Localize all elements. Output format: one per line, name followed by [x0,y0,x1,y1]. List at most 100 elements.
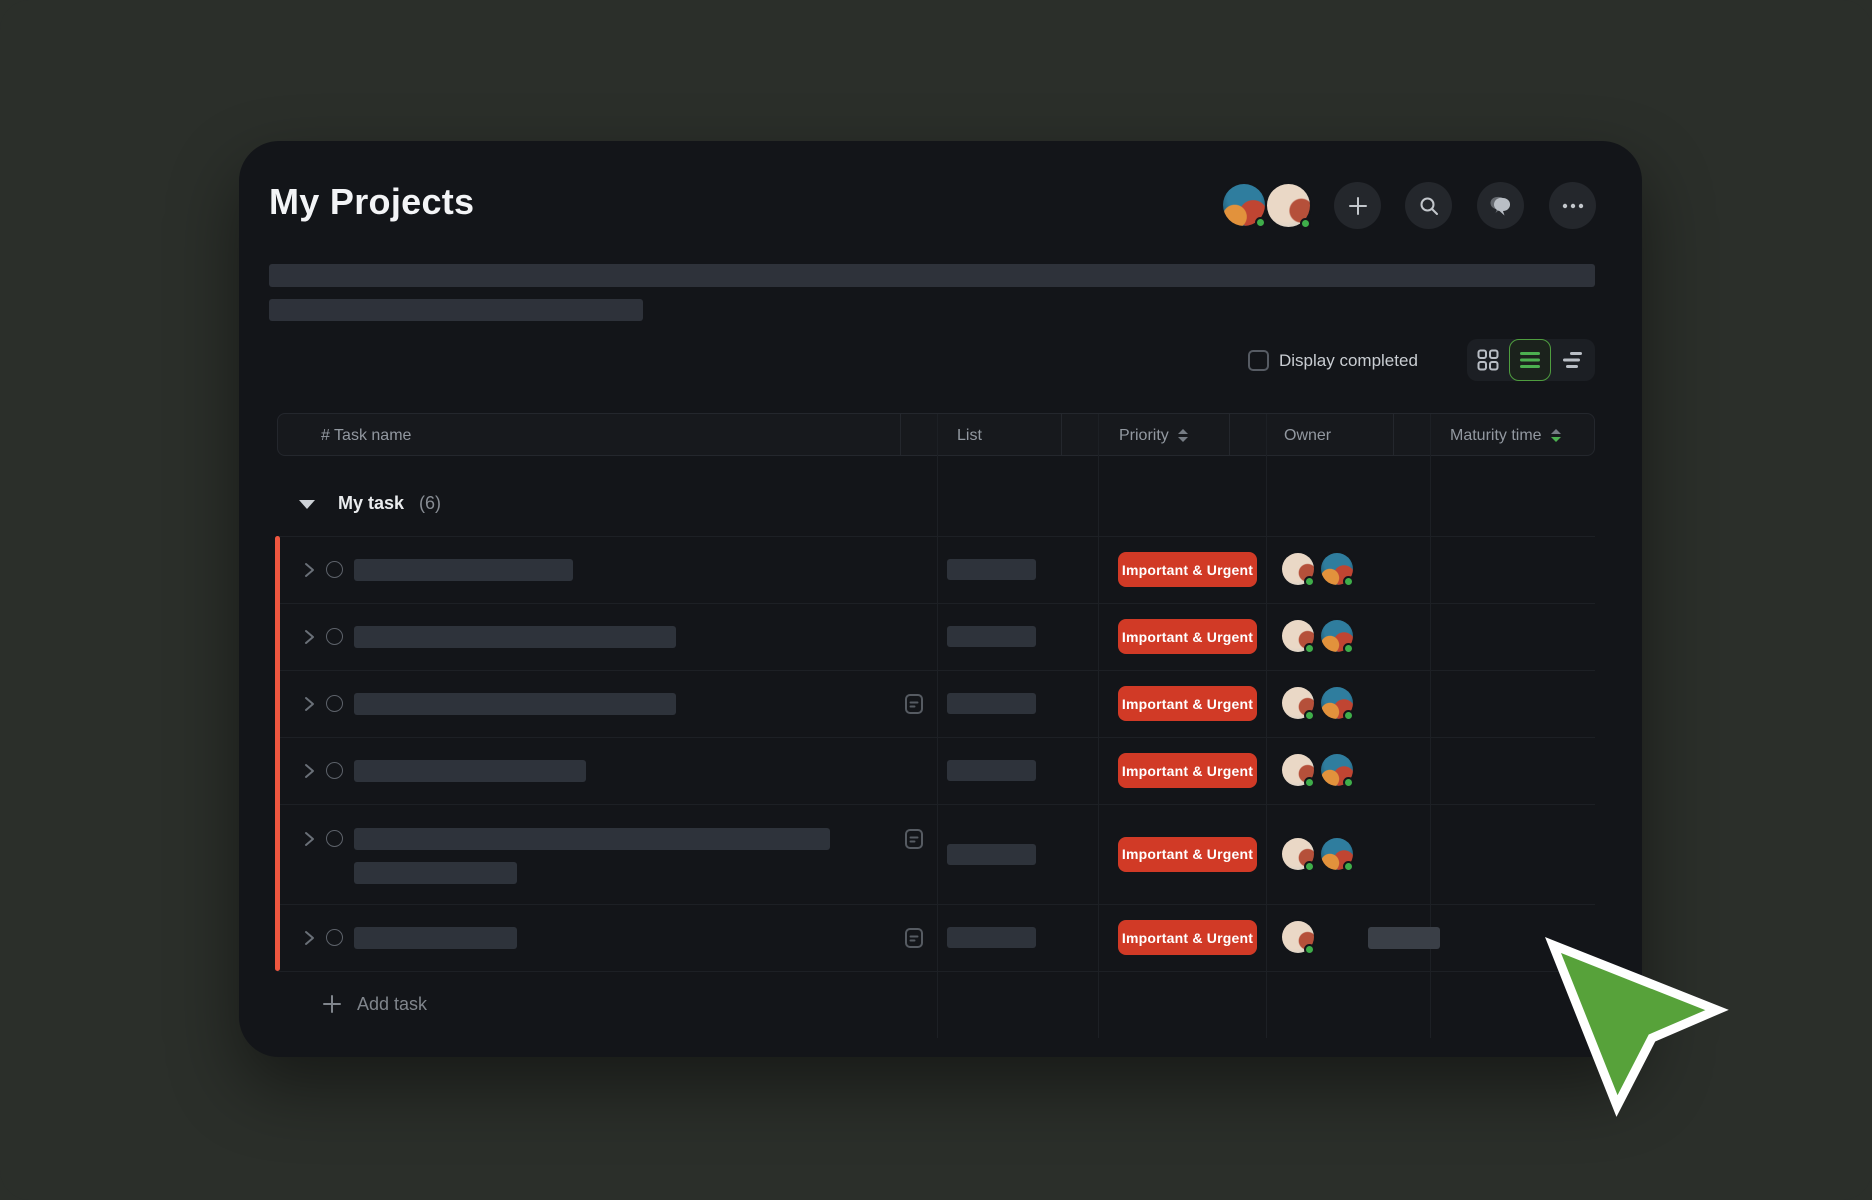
complete-toggle-circle[interactable] [326,929,343,946]
list-view-icon [1520,352,1540,368]
online-status-dot [1343,576,1354,587]
add-task-row[interactable]: Add task [277,971,1595,1038]
notes-icon [903,828,925,850]
page-title: My Projects [269,181,474,223]
task-name-placeholder [354,927,517,949]
priority-badge[interactable]: Important & Urgent [1118,619,1257,654]
display-completed-checkbox[interactable] [1248,350,1269,371]
column-header-task-name[interactable]: # Task name [321,414,411,457]
task-row[interactable]: Important & Urgent [277,536,1595,603]
plus-icon [323,995,341,1013]
online-status-dot [1255,217,1266,228]
collapse-caret-icon[interactable] [299,500,315,509]
complete-toggle-circle[interactable] [326,695,343,712]
priority-badge[interactable]: Important & Urgent [1118,753,1257,788]
avatar[interactable] [1321,620,1353,652]
my-projects-panel: My Projects [239,141,1642,1057]
complete-toggle-circle[interactable] [326,561,343,578]
expand-chevron-icon[interactable] [301,763,317,779]
chat-icon [1489,195,1513,217]
expand-chevron-icon[interactable] [301,930,317,946]
task-name-placeholder [354,626,676,648]
sort-arrows-icon-active-desc [1551,429,1561,442]
description-placeholder-line [269,299,643,321]
online-status-dot [1304,861,1315,872]
priority-badge[interactable]: Important & Urgent [1118,920,1257,955]
search-button[interactable] [1405,182,1452,229]
avatar[interactable] [1321,553,1353,585]
avatar[interactable] [1282,754,1314,786]
avatar[interactable] [1282,921,1314,953]
list-placeholder [947,927,1036,948]
expand-chevron-icon[interactable] [301,831,317,847]
group-count: (6) [419,493,441,514]
list-placeholder [947,559,1036,580]
column-divider [1393,414,1394,455]
avatar[interactable] [1282,553,1314,585]
online-status-dot [1304,710,1315,721]
sort-arrows-icon [1178,429,1188,442]
add-task-label: Add task [357,994,427,1015]
list-placeholder [947,844,1036,865]
column-divider [900,414,901,455]
online-status-dot [1304,643,1315,654]
add-button[interactable] [1334,182,1381,229]
task-row[interactable]: Important & Urgent [277,904,1595,971]
chat-button[interactable] [1477,182,1524,229]
task-name-placeholder [354,693,676,715]
online-status-dot [1304,944,1315,955]
task-row[interactable]: Important & Urgent [277,737,1595,804]
column-header-list[interactable]: List [957,414,982,457]
mouse-cursor-icon [1545,935,1735,1125]
online-status-dot [1343,777,1354,788]
notes-icon [903,927,925,949]
avatar[interactable] [1223,184,1265,226]
expand-chevron-icon[interactable] [301,562,317,578]
avatar[interactable] [1282,620,1314,652]
expand-chevron-icon[interactable] [301,696,317,712]
complete-toggle-circle[interactable] [326,628,343,645]
notes-icon [903,693,925,715]
priority-badge[interactable]: Important & Urgent [1118,686,1257,721]
online-status-dot [1304,576,1315,587]
priority-badge[interactable]: Important & Urgent [1118,837,1257,872]
task-row[interactable]: Important & Urgent [277,804,1595,904]
online-status-dot [1304,777,1315,788]
group-title: My task [338,493,404,514]
priority-badge[interactable]: Important & Urgent [1118,552,1257,587]
column-header-owner[interactable]: Owner [1284,414,1331,457]
display-completed-label[interactable]: Display completed [1279,350,1418,371]
task-name-placeholder [354,559,573,581]
task-name-placeholder [354,862,517,884]
avatar[interactable] [1321,838,1353,870]
sort-view-button[interactable] [1551,339,1593,381]
online-status-dot [1343,710,1354,721]
task-row[interactable]: Important & Urgent [277,603,1595,670]
owner-name-placeholder [1368,927,1440,949]
complete-toggle-circle[interactable] [326,830,343,847]
grid-view-button[interactable] [1467,339,1509,381]
column-header-priority[interactable]: Priority [1119,414,1188,457]
column-header-maturity-time[interactable]: Maturity time [1450,414,1561,457]
list-placeholder [947,626,1036,647]
avatar[interactable] [1282,838,1314,870]
list-view-button[interactable] [1509,339,1551,381]
view-toggle-group [1467,339,1595,381]
avatar[interactable] [1321,687,1353,719]
task-row[interactable]: Important & Urgent [277,670,1595,737]
column-divider [1229,414,1230,455]
plus-icon [1348,196,1368,216]
expand-chevron-icon[interactable] [301,629,317,645]
complete-toggle-circle[interactable] [326,762,343,779]
task-name-placeholder [354,828,830,850]
table-header: # Task name List Priority Owner Maturity… [277,413,1595,456]
more-ellipsis-icon [1562,203,1584,209]
page-background: My Projects [0,0,1872,1200]
avatar[interactable] [1267,184,1310,227]
task-group-row[interactable]: My task (6) [277,471,1595,536]
online-status-dot [1343,861,1354,872]
more-button[interactable] [1549,182,1596,229]
online-status-dot [1300,218,1311,229]
avatar[interactable] [1282,687,1314,719]
avatar[interactable] [1321,754,1353,786]
